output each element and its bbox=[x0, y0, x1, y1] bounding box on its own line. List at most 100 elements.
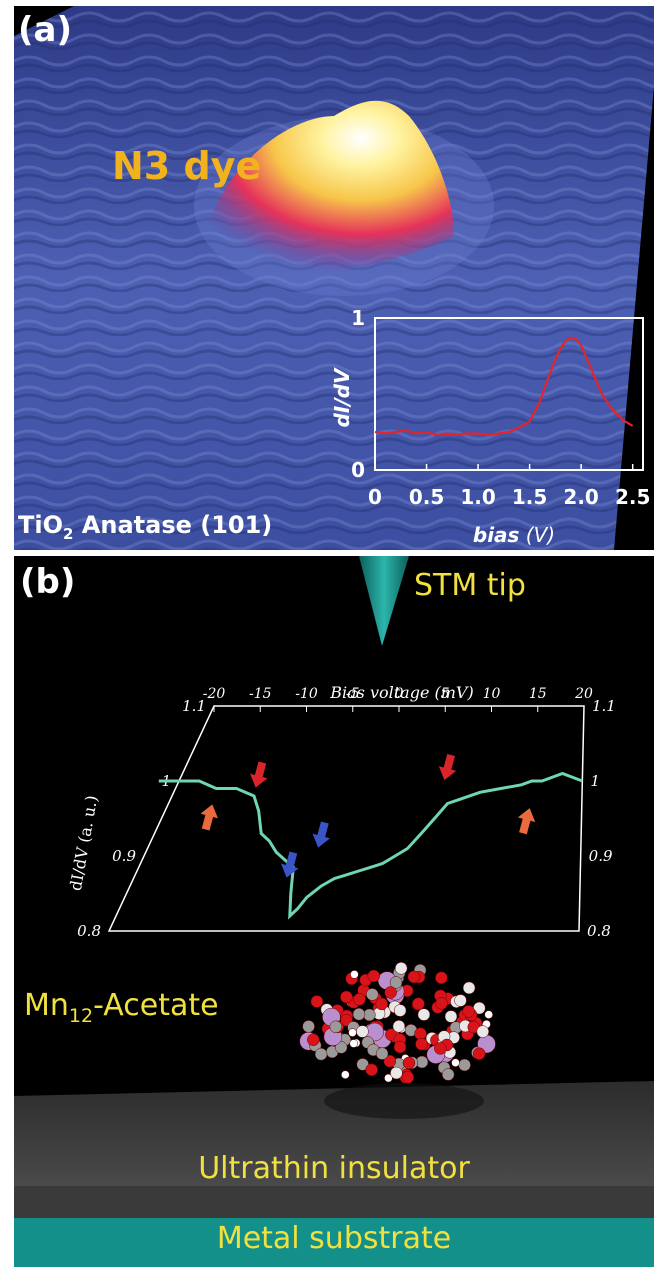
chart-ylabel: dI/dV (a. u.) bbox=[66, 794, 101, 892]
molecule-atom bbox=[417, 1008, 431, 1021]
tio2-anatase-label: TiO2 Anatase (101) bbox=[18, 511, 272, 543]
molecule-atom bbox=[365, 1063, 378, 1077]
molecule-atom bbox=[329, 1020, 343, 1034]
inset-x-tick-label: 0.5 bbox=[409, 485, 444, 509]
molecule-atom bbox=[472, 1047, 486, 1060]
arrow-blue-down bbox=[312, 821, 330, 848]
inset-x-tick-label: 1.5 bbox=[512, 485, 547, 509]
chart-xlabel: Bias voltage (mV) bbox=[329, 683, 473, 702]
chart-y-tick-label-right: 0.8 bbox=[587, 922, 611, 940]
molecule-atom bbox=[435, 971, 448, 985]
molecule-atom bbox=[383, 1054, 397, 1068]
molecule-atom bbox=[390, 1066, 403, 1080]
molecule-atom bbox=[394, 962, 408, 975]
inset-frame bbox=[374, 317, 644, 471]
molecule-atom bbox=[402, 1056, 416, 1070]
molecule-atom bbox=[334, 1041, 348, 1054]
panel-b-graphic bbox=[14, 556, 654, 1267]
tio2-label-subscript: 2 bbox=[63, 524, 74, 543]
molecule-atom bbox=[340, 990, 353, 1004]
chart-x-tick-label: 10 bbox=[483, 686, 501, 702]
molecule-atom bbox=[476, 1025, 490, 1038]
molecule-atom bbox=[352, 1007, 366, 1021]
molecule-atom bbox=[384, 1073, 393, 1083]
inset-xlabel-main: bias bbox=[473, 523, 520, 547]
mn12-acetate-molecule bbox=[299, 962, 496, 1084]
molecule-atom bbox=[392, 1020, 406, 1033]
chart-x-tick-label: -15 bbox=[249, 686, 272, 702]
molecule-atom bbox=[375, 1047, 389, 1060]
ultrathin-insulator-label: Ultrathin insulator bbox=[198, 1151, 470, 1186]
molecule-atom bbox=[393, 1040, 407, 1054]
panel-b-label: (b) bbox=[20, 562, 76, 602]
chart-y-tick-label: 0.8 bbox=[77, 922, 101, 940]
n3-dye-peak bbox=[209, 100, 454, 272]
inset-x-tick-label: 2.5 bbox=[615, 485, 650, 509]
inset-x-tick-label: 0 bbox=[368, 485, 382, 509]
stm-tip bbox=[359, 556, 409, 646]
chart-x-tick-label: -20 bbox=[203, 686, 226, 702]
molecule-atom bbox=[375, 997, 388, 1011]
chart-y-tick-label-right: 0.9 bbox=[589, 847, 613, 865]
metal-substrate-label: Metal substrate bbox=[216, 1221, 452, 1256]
arrow-orange-up bbox=[517, 808, 536, 835]
molecule-atom bbox=[462, 981, 476, 995]
metal-substrate-layer bbox=[14, 1218, 654, 1267]
mn12-label-prefix: Mn bbox=[24, 988, 69, 1023]
panel-a-label: (a) bbox=[18, 10, 73, 50]
molecule-atom bbox=[384, 986, 397, 999]
chart-x-tick-label: 20 bbox=[574, 686, 593, 702]
molecule-atom bbox=[415, 1037, 428, 1051]
bias-voltage-chart: -20 -15 -10 -5 0 5 10 15 201.1 1.11 10.9 0.90.8 0.8 … bbox=[66, 683, 616, 940]
molecule-atom bbox=[349, 1039, 358, 1048]
chart-x-tick-label: 0 bbox=[395, 686, 404, 702]
molecule-atom bbox=[350, 970, 359, 979]
molecule-atom bbox=[307, 1033, 320, 1046]
inset-dIdV-chart: 0 0.5 1.0 1.5 2.0 2.5 0 1 dI/dV bias (V) bbox=[330, 306, 650, 547]
molecule-atom bbox=[366, 988, 379, 1001]
molecule-atom bbox=[367, 969, 380, 983]
panel-b: -20 -15 -10 -5 0 5 10 15 20 1.1 1.1 1 1 0.9 0.9 0.8 0.8 … bbox=[14, 556, 654, 1267]
molecule-atom bbox=[401, 1071, 415, 1084]
n3-dye-label: N3 dye bbox=[112, 144, 262, 188]
molecule-atom bbox=[435, 997, 448, 1010]
chart-series-line bbox=[158, 771, 583, 920]
molecule-atom bbox=[484, 1010, 493, 1019]
arrow-blue-down bbox=[281, 851, 299, 878]
inset-xlabel: bias (V) bbox=[473, 523, 555, 547]
molecule-atom bbox=[389, 976, 403, 989]
tio2-label-prefix: TiO bbox=[18, 511, 63, 539]
chart-y-tick-label: 0.9 bbox=[112, 847, 136, 865]
chart-x-tick-label: -10 bbox=[295, 686, 318, 702]
molecule-atom bbox=[444, 1010, 458, 1023]
panel-a-graphic bbox=[14, 6, 654, 550]
chart-x-tick-label: -5 bbox=[346, 686, 360, 702]
molecule-atom bbox=[407, 970, 421, 984]
molecule-atom bbox=[454, 994, 467, 1007]
molecule-atom bbox=[434, 1042, 447, 1055]
inset-y-tick-label: 1 bbox=[351, 306, 365, 330]
inset-ylabel: dI/dV bbox=[330, 367, 354, 427]
molecule-atom bbox=[341, 1070, 350, 1079]
molecule-atom bbox=[412, 997, 425, 1011]
arrow-red-down bbox=[438, 753, 457, 781]
molecule-atom bbox=[451, 1058, 460, 1067]
molecule-atom bbox=[353, 993, 366, 1006]
ultrathin-insulator-layer bbox=[14, 1081, 654, 1186]
chart-y-tick-label-right: 1.1 bbox=[592, 697, 616, 715]
inset-x-tick-label: 1.0 bbox=[460, 485, 495, 509]
chart-x-tick-label: 15 bbox=[529, 686, 547, 702]
chart-x-tick-label: 5 bbox=[441, 686, 450, 702]
molecule-atom bbox=[393, 1004, 407, 1017]
arrow-red-down bbox=[250, 761, 268, 788]
chart-y-tick-label-right: 1 bbox=[590, 772, 600, 790]
molecule-atom bbox=[314, 1047, 328, 1061]
inset-xlabel-unit: (V) bbox=[519, 523, 555, 547]
inset-y-tick-label: 0 bbox=[351, 458, 365, 482]
stm-tip-label: STM tip bbox=[414, 568, 526, 603]
mn12-label-subscript: 12 bbox=[68, 1005, 94, 1027]
inset-x-tick-label: 2.0 bbox=[563, 485, 598, 509]
mn12-acetate-label: Mn12-Acetate bbox=[24, 988, 219, 1027]
chart-frame bbox=[107, 705, 585, 932]
molecule-atom bbox=[348, 1028, 357, 1037]
